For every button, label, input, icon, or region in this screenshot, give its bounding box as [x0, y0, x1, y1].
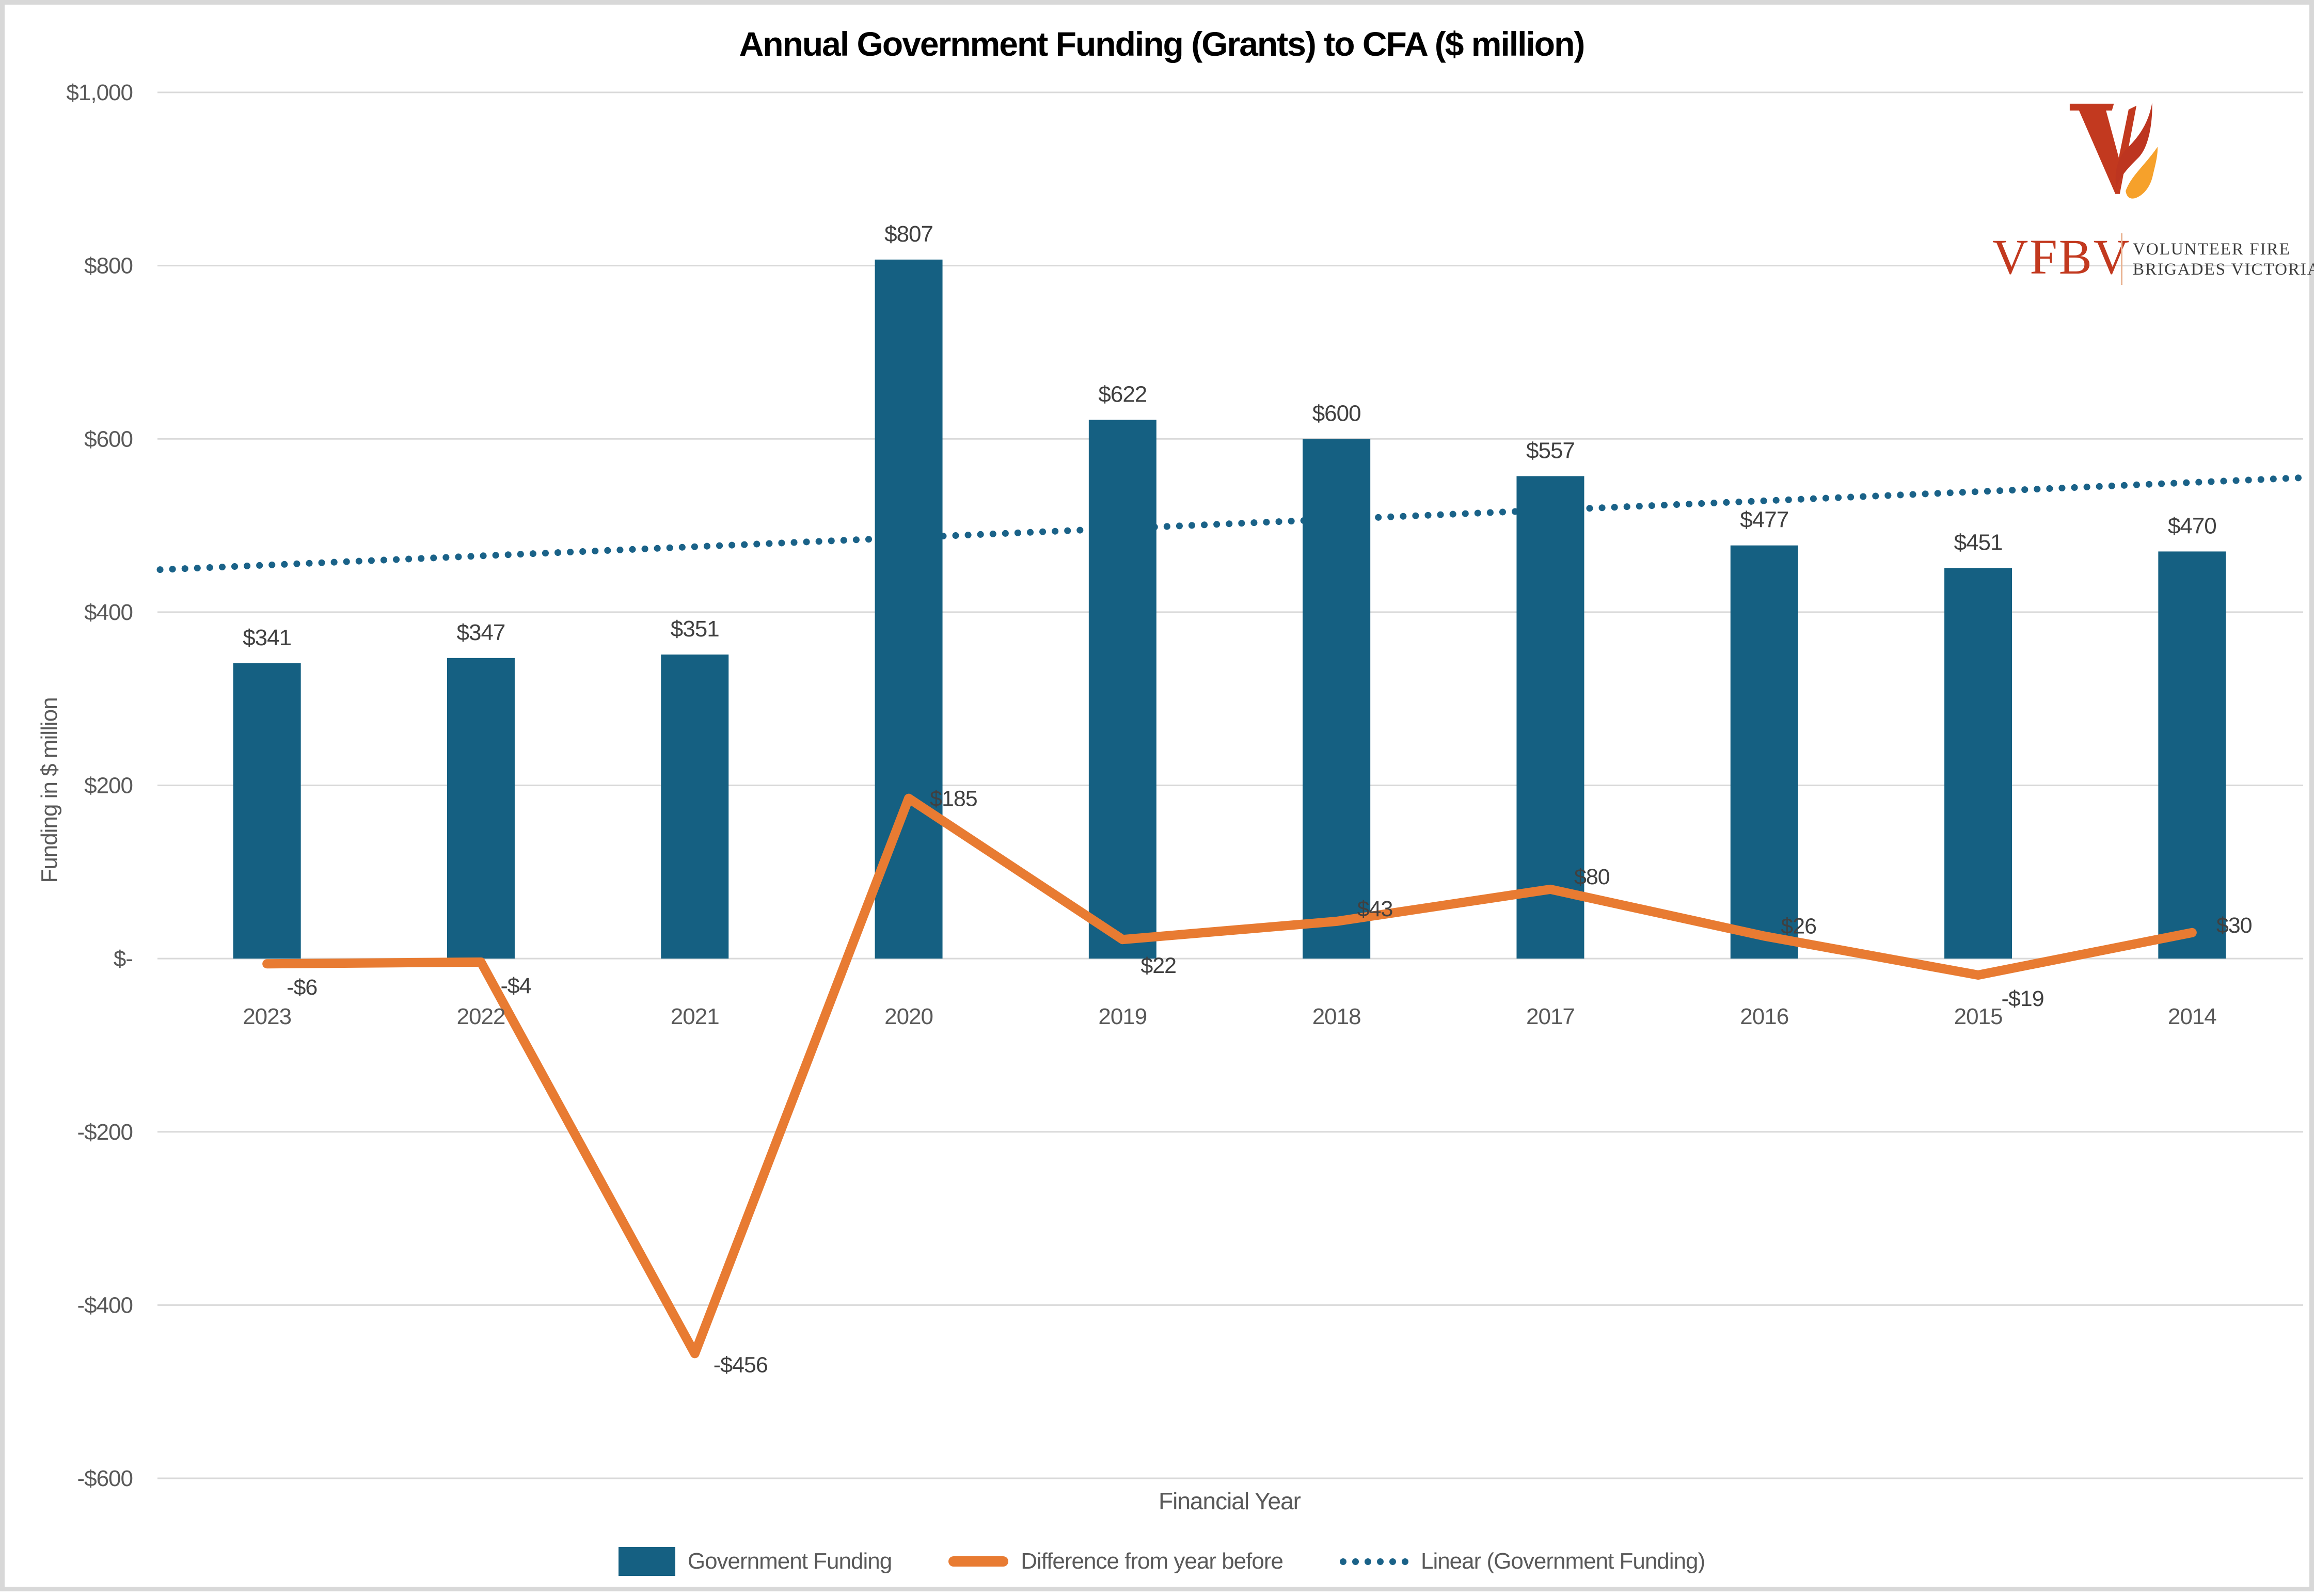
plot-area: $1,000 $800 $600 $400 $200 $- -$200 -$400 -$600 $…	[66, 80, 2303, 1491]
bar-value-label: $622	[1098, 381, 1147, 407]
y-tick-label: $800	[84, 253, 133, 279]
x-axis-title: Financial Year	[1159, 1488, 1301, 1514]
trendline-linear-government-funding	[156, 474, 2303, 573]
x-tick-label-2023: 2023	[243, 1004, 291, 1029]
legend-label: Government Funding	[687, 1549, 892, 1574]
y-tick-label: $1,000	[66, 80, 133, 105]
y-axis-title: Funding in $ million	[37, 697, 62, 883]
bar-value-label: $557	[1526, 438, 1575, 463]
difference-value-label: $30	[2216, 913, 2252, 938]
bar-value-label: $451	[1954, 530, 2003, 555]
logo-org-line2: BRIGADES VICTORIA	[2133, 260, 2314, 279]
x-tick-label-2016: 2016	[1740, 1004, 1788, 1029]
legend-item-government-funding[interactable]: Government Funding	[618, 1547, 892, 1576]
y-tick-label: -$600	[77, 1466, 133, 1491]
vfbv-logo: VFBV VOLUNTEER FIRE BRIGADES VICTORIA	[1992, 95, 2314, 289]
bar-government-funding-2022[interactable]	[447, 658, 515, 959]
legend-swatch-bar	[618, 1547, 675, 1576]
difference-value-label: $26	[1781, 914, 1816, 938]
x-tick-label-2022: 2022	[457, 1004, 505, 1029]
y-tick-label: $600	[84, 426, 133, 452]
legend-swatch-dotted-line	[1339, 1558, 1408, 1565]
y-tick-label: -$200	[77, 1120, 133, 1145]
difference-value-label: $43	[1357, 897, 1393, 921]
vfbv-flame-v-icon	[2069, 103, 2158, 199]
difference-value-label: $185	[930, 787, 977, 811]
x-tick-label-2015: 2015	[1954, 1004, 2003, 1029]
difference-value-label: -$456	[714, 1352, 768, 1377]
bar-value-label: $600	[1312, 401, 1361, 426]
x-tick-label-2017: 2017	[1526, 1004, 1575, 1029]
logo-flame-orange-icon	[2126, 147, 2158, 199]
line-difference-from-year-before[interactable]	[262, 793, 2197, 1359]
legend-label: Difference from year before	[1021, 1549, 1283, 1574]
bar-value-label: $351	[671, 616, 719, 642]
bar-value-label: $807	[884, 221, 933, 247]
y-tick-label: $-	[114, 946, 133, 971]
bar-government-funding-2020[interactable]	[875, 259, 943, 959]
difference-value-label: $22	[1140, 953, 1176, 978]
logo-divider	[2121, 233, 2122, 285]
bar-value-label: $470	[2168, 513, 2216, 538]
x-tick-label-2014: 2014	[2168, 1004, 2216, 1029]
bar-government-funding-2023[interactable]	[233, 663, 301, 959]
bar-value-label: $477	[1740, 507, 1788, 533]
x-tick-label-2021: 2021	[671, 1004, 719, 1029]
bar-government-funding-2016[interactable]	[1730, 545, 1798, 959]
legend-item-linear-trend[interactable]: Linear (Government Funding)	[1339, 1549, 1705, 1574]
bar-government-funding-2017[interactable]	[1516, 476, 1584, 959]
legend-swatch-line	[948, 1556, 1009, 1567]
x-tick-label-2019: 2019	[1098, 1004, 1147, 1029]
chart-title: Annual Government Funding (Grants) to CF…	[739, 25, 1586, 63]
logo-acronym: VFBV	[1992, 229, 2131, 284]
bar-value-label: $347	[457, 620, 505, 645]
logo-flame-dark-icon	[2115, 103, 2152, 188]
y-tick-label: -$400	[77, 1292, 133, 1318]
y-tick-label: $200	[84, 773, 133, 799]
bar-government-funding-2019[interactable]	[1088, 420, 1156, 959]
difference-value-label: -$19	[2002, 986, 2044, 1011]
y-tick-label: $400	[84, 600, 133, 625]
bar-government-funding-2014[interactable]	[2158, 551, 2226, 959]
x-tick-label-2020: 2020	[884, 1004, 933, 1029]
bar-government-funding-2015[interactable]	[1944, 568, 2012, 959]
bar-government-funding-2018[interactable]	[1303, 439, 1371, 959]
logo-org-line1: VOLUNTEER FIRE	[2133, 240, 2291, 259]
legend: Government Funding Difference from year …	[5, 1545, 2314, 1578]
bar-value-label: $341	[243, 625, 291, 650]
difference-value-label: $80	[1574, 865, 1610, 889]
logo-letter-v	[2069, 103, 2137, 194]
legend-item-difference[interactable]: Difference from year before	[948, 1549, 1283, 1574]
bar-government-funding-2021[interactable]	[661, 655, 729, 959]
logo-org-name: VOLUNTEER FIRE BRIGADES VICTORIA	[2133, 240, 2314, 280]
legend-label: Linear (Government Funding)	[1420, 1549, 1705, 1574]
x-tick-label-2018: 2018	[1312, 1004, 1361, 1029]
difference-value-label: -$6	[287, 975, 317, 1000]
difference-value-label: -$4	[500, 973, 531, 998]
